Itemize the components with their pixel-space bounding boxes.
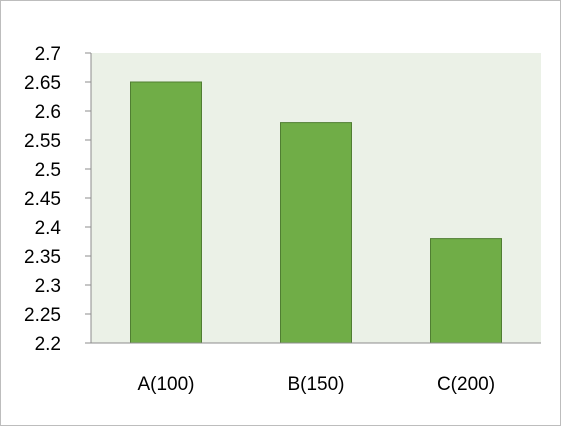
y-tick-label: 2.6 <box>35 102 61 123</box>
bar-a-100 <box>130 81 202 344</box>
y-tick-label: 2.35 <box>24 247 61 268</box>
y-tick-label: 2.4 <box>35 218 62 239</box>
y-tick-label: 2.55 <box>24 131 61 152</box>
y-tick-label: 2.7 <box>35 44 61 65</box>
bar-group <box>130 81 502 344</box>
bar-c-200 <box>430 238 502 344</box>
y-tick-group: 2.2 2.25 2.3 2.35 2.4 2.45 2.5 2.55 2.6 2.65 2.7 <box>24 44 91 355</box>
x-label-group: A(100) B(150) C(200) <box>137 374 495 395</box>
y-tick-label: 2.65 <box>24 73 61 94</box>
y-tick-label: 2.45 <box>24 189 61 210</box>
x-category-label: B(150) <box>287 374 344 395</box>
x-category-label: A(100) <box>137 374 194 395</box>
y-tick-label: 2.3 <box>35 276 61 297</box>
x-category-label: C(200) <box>437 374 495 395</box>
y-tick-label: 2.5 <box>35 160 61 181</box>
bar-b-150 <box>280 122 352 344</box>
y-tick-label: 2.2 <box>35 334 61 355</box>
y-tick-label: 2.25 <box>24 305 61 326</box>
